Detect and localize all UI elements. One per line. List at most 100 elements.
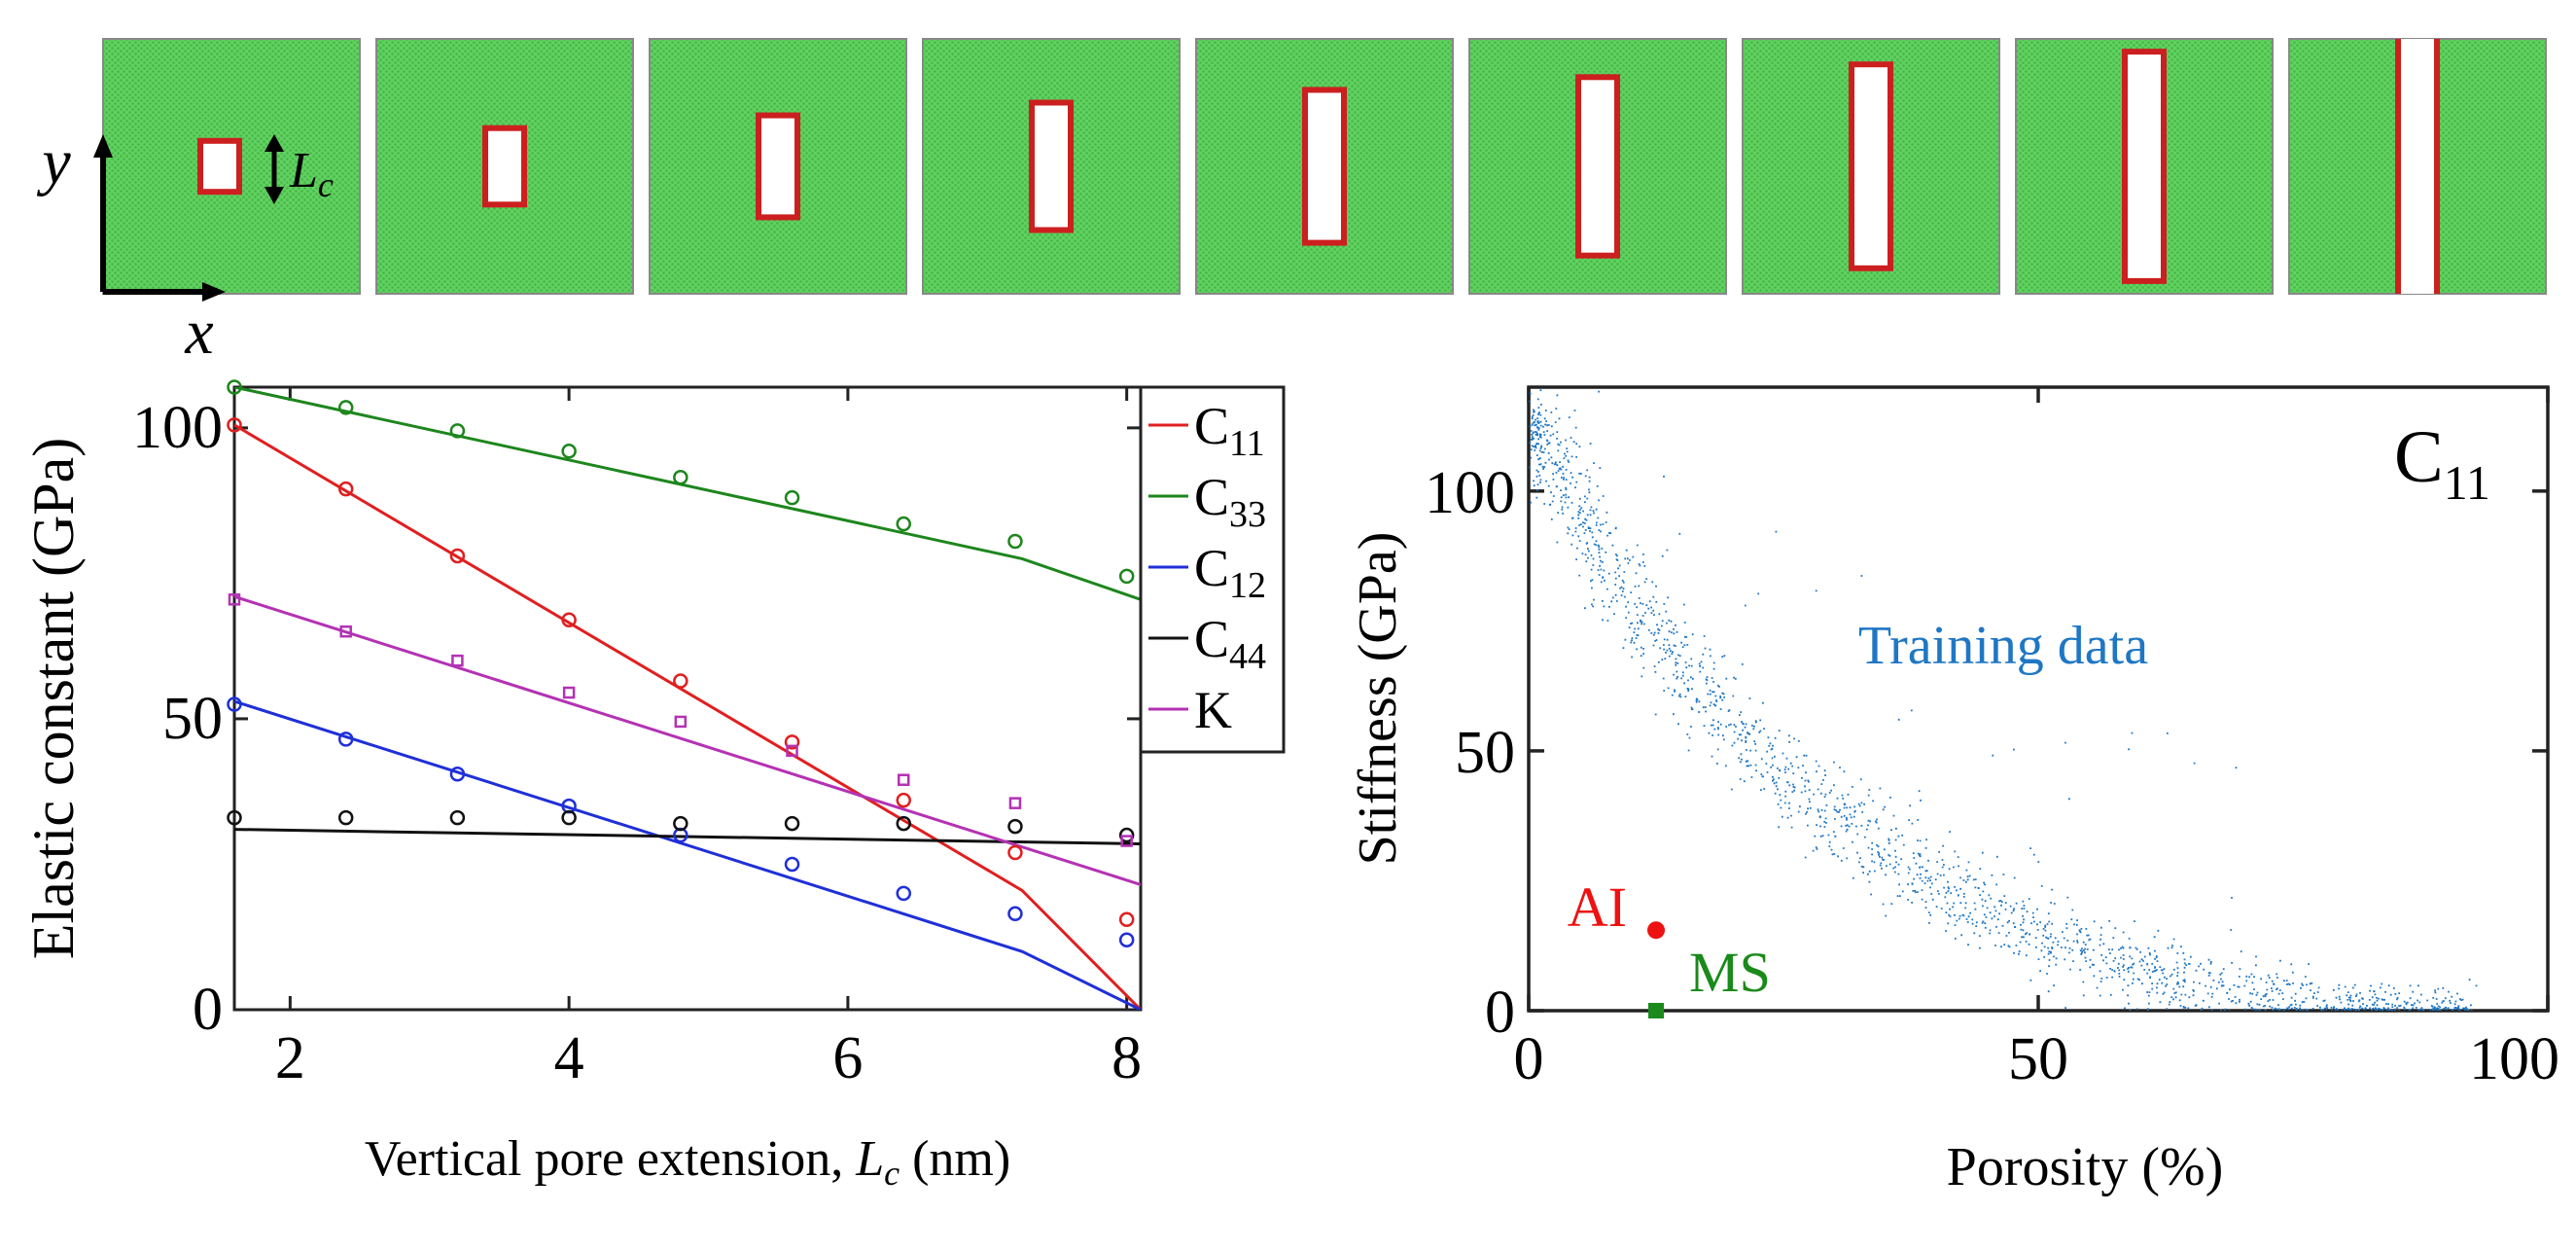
pore-7 bbox=[1849, 61, 1893, 271]
data-point-k bbox=[451, 654, 464, 667]
data-point-k bbox=[562, 686, 576, 699]
series-line-c11 bbox=[234, 423, 1141, 1010]
x-tick-label: 8 bbox=[1112, 1025, 1142, 1091]
data-point-c11 bbox=[337, 481, 354, 497]
legend-label-c12: C12 bbox=[1194, 539, 1266, 606]
pore-4 bbox=[1029, 99, 1074, 233]
y-tick-label: 0 bbox=[193, 977, 223, 1043]
data-point-c11 bbox=[1007, 844, 1023, 861]
pore-2 bbox=[482, 125, 527, 208]
data-point-k bbox=[897, 773, 910, 786]
data-point-k bbox=[1120, 835, 1133, 847]
pore-3 bbox=[756, 112, 800, 221]
data-point-c11 bbox=[227, 417, 242, 433]
stiffness-porosity-chart: 0 50 100 0 50 100 AI MS Stiffness (GPa) Porosi… bbox=[1348, 385, 2559, 1197]
x-tick-label: 6 bbox=[832, 1025, 863, 1091]
data-point-c12 bbox=[227, 696, 242, 712]
right-axis-ticks: 0 50 100 0 50 100 bbox=[1425, 387, 2559, 1092]
data-point-c11 bbox=[1118, 911, 1135, 928]
x-tick-label: 2 bbox=[275, 1025, 305, 1091]
data-point-c33 bbox=[896, 516, 911, 532]
data-point-c44 bbox=[1118, 827, 1135, 843]
data-point-c11 bbox=[561, 612, 577, 628]
data-point-c33 bbox=[673, 469, 688, 485]
series-line-k bbox=[234, 594, 1141, 886]
right-x-axis-label: Porosity (%) bbox=[1947, 1137, 2224, 1197]
pore-5 bbox=[1302, 87, 1347, 246]
data-point-c12 bbox=[449, 767, 466, 782]
pore-length-symbol: L bbox=[289, 143, 318, 198]
left-axis-ticks: 2 4 6 8 0 50 100 bbox=[132, 387, 1142, 1091]
data-point-c44 bbox=[784, 815, 800, 832]
label-ms: MS bbox=[1689, 941, 1771, 1004]
data-point-c44 bbox=[449, 809, 466, 826]
data-point-c33 bbox=[227, 379, 242, 395]
left-series-markers bbox=[227, 379, 1135, 947]
legend-label-k: K bbox=[1194, 681, 1232, 739]
data-point-c12 bbox=[896, 885, 911, 902]
schematic-axes bbox=[93, 134, 226, 302]
data-point-k bbox=[339, 624, 352, 638]
y-tick-label: 100 bbox=[132, 395, 223, 461]
pore-6 bbox=[1575, 74, 1620, 259]
schematic-x-axis-label: x bbox=[184, 297, 213, 368]
data-point-c33 bbox=[784, 489, 800, 506]
data-point-k bbox=[228, 593, 241, 606]
data-point-c33 bbox=[1118, 568, 1135, 585]
right-panel-label-base: C bbox=[2394, 416, 2444, 498]
x-label-unit: (nm) bbox=[900, 1131, 1010, 1187]
series-line-c33 bbox=[234, 387, 1141, 601]
right-panel-label-subscript: 11 bbox=[2444, 455, 2490, 510]
x-label-text: Vertical pore extension, bbox=[365, 1131, 856, 1187]
training-data-points bbox=[1529, 389, 2478, 1011]
left-plot-frame bbox=[232, 385, 1143, 1012]
pore-length-arrow bbox=[265, 134, 284, 204]
pore-8 bbox=[2122, 49, 2167, 284]
elastic-constant-chart: 2 4 6 8 0 50 100 Elastic constant (GPa) Vertic… bbox=[21, 379, 1286, 1193]
left-x-axis-label: Vertical pore extension, Lc (nm) bbox=[365, 1131, 1010, 1193]
training-data-label: Training data bbox=[1858, 616, 2148, 676]
data-point-c33 bbox=[449, 423, 466, 439]
data-point-c44 bbox=[1007, 818, 1023, 835]
data-point-c12 bbox=[1007, 906, 1023, 922]
pore-length-subscript: c bbox=[318, 165, 334, 204]
training-data-scatter bbox=[1529, 389, 2478, 1011]
right-panel-label: C11 bbox=[2394, 416, 2490, 510]
legend-label-c11: C11 bbox=[1194, 397, 1265, 464]
x-tick-label: 50 bbox=[2008, 1026, 2068, 1092]
y-tick-label: 50 bbox=[162, 686, 223, 752]
x-tick-label: 4 bbox=[554, 1025, 584, 1091]
legend-box bbox=[1139, 385, 1286, 754]
pore-schematic-strip bbox=[102, 38, 2547, 295]
data-point-c11 bbox=[784, 734, 800, 750]
data-point-c33 bbox=[561, 444, 577, 459]
x-tick-label: 0 bbox=[1514, 1026, 1544, 1092]
y-tick-label: 50 bbox=[1455, 720, 1515, 786]
data-point-c44 bbox=[896, 815, 911, 832]
series-line-c12 bbox=[234, 699, 1141, 1010]
y-tick-label: 0 bbox=[1485, 980, 1515, 1046]
right-annotations: AI MS bbox=[1568, 875, 1771, 1018]
data-point-c12 bbox=[337, 732, 354, 747]
right-y-axis-label: Stiffness (GPa) bbox=[1348, 532, 1408, 866]
x-label-symbol: L bbox=[855, 1131, 884, 1187]
marker-ms bbox=[1648, 1003, 1664, 1018]
x-label-subscript: c bbox=[884, 1154, 900, 1193]
data-point-c44 bbox=[673, 815, 688, 832]
data-point-c33 bbox=[337, 400, 354, 415]
x-tick-label: 100 bbox=[2469, 1026, 2559, 1092]
y-tick-label: 100 bbox=[1425, 460, 1515, 526]
pore-length-label: Lc bbox=[289, 143, 334, 204]
legend-label-c33: C33 bbox=[1194, 468, 1266, 535]
left-series-lines bbox=[234, 387, 1141, 1010]
left-y-axis-label: Elastic constant (GPa) bbox=[21, 438, 86, 960]
data-point-k bbox=[1008, 797, 1022, 809]
marker-ai bbox=[1647, 921, 1665, 940]
data-point-c11 bbox=[673, 673, 688, 689]
data-point-c12 bbox=[1118, 932, 1135, 947]
data-point-c11 bbox=[449, 548, 466, 564]
data-point-c44 bbox=[337, 809, 354, 826]
data-point-c44 bbox=[561, 809, 577, 826]
